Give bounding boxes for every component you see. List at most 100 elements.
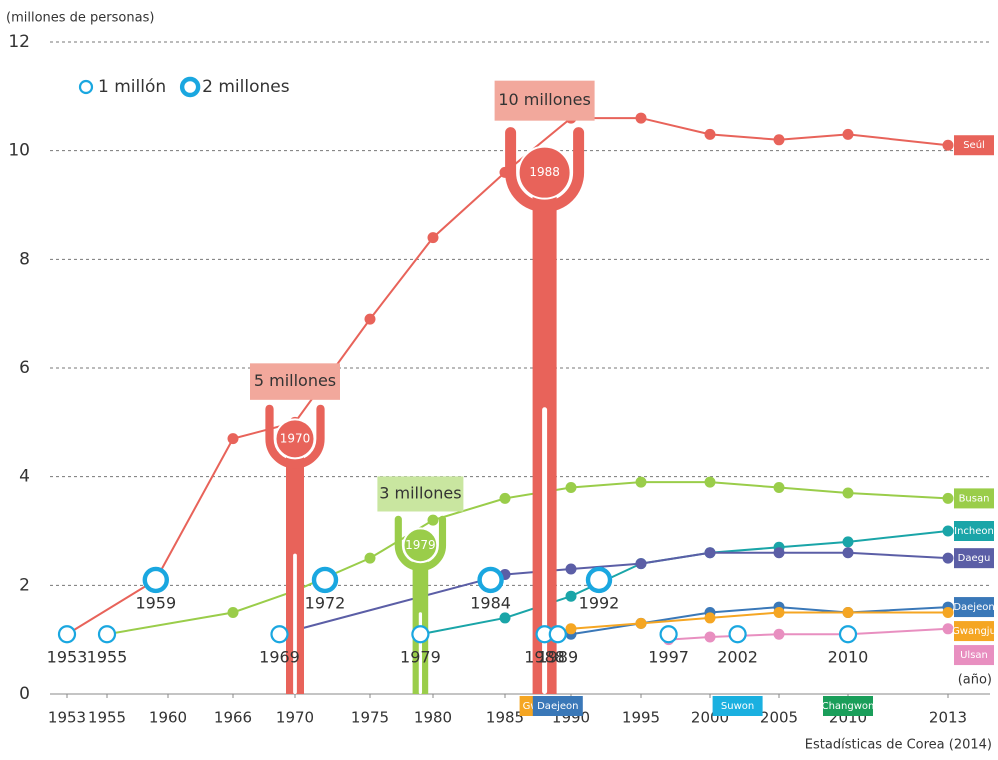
- data-point: [843, 487, 854, 498]
- milestone-marker: [840, 626, 856, 642]
- series-tag: Ulsan: [960, 650, 988, 661]
- milestone-year: 1979: [400, 648, 441, 667]
- data-point: [843, 129, 854, 140]
- figure: 1970 5 millones: [250, 363, 340, 694]
- x-tick-label: 1985: [486, 709, 524, 727]
- data-point: [636, 618, 647, 629]
- chart: (millones de personas) (año) Estadística…: [0, 0, 998, 760]
- y-tick-label: 2: [19, 575, 30, 595]
- legend-marker: [182, 79, 198, 95]
- milestone-marker: [314, 569, 336, 591]
- series-tag: Seúl: [963, 139, 985, 151]
- data-point: [365, 553, 376, 564]
- x-tick-label: 1995: [622, 709, 660, 727]
- milestone-year: 1969: [259, 648, 300, 667]
- milestone-year: 1992: [579, 593, 620, 612]
- x-tick-label: 2005: [760, 709, 798, 727]
- data-point: [774, 607, 785, 618]
- y-tick-label: 10: [8, 141, 30, 161]
- data-point: [705, 612, 716, 623]
- data-point: [943, 526, 954, 537]
- data-point: [500, 493, 511, 504]
- data-point: [774, 629, 785, 640]
- x-tick-label: 1955: [88, 709, 126, 727]
- series-tag: Busan: [959, 493, 990, 504]
- milestone-marker: [145, 569, 167, 591]
- figure-label: 5 millones: [254, 371, 336, 390]
- milestone-year: 2002: [717, 648, 758, 667]
- data-point: [843, 607, 854, 618]
- figure-year: 1988: [529, 165, 560, 179]
- data-point: [943, 607, 954, 618]
- data-point: [228, 433, 239, 444]
- x-tick-label: 2013: [929, 709, 967, 727]
- page: (millones de personas) (año) Estadística…: [0, 0, 998, 760]
- milestone-year: 1989: [537, 648, 578, 667]
- series-line: [67, 118, 948, 634]
- source: Estadísticas de Corea (2014): [805, 738, 992, 753]
- data-point: [636, 113, 647, 124]
- data-point: [228, 607, 239, 618]
- data-point: [566, 564, 577, 575]
- series-tag: Incheon: [954, 526, 994, 537]
- data-point: [365, 314, 376, 325]
- milestone-year: 1984: [470, 593, 511, 612]
- data-point: [428, 232, 439, 243]
- y-tick-label: 0: [19, 684, 30, 704]
- data-point: [636, 477, 647, 488]
- data-point: [428, 515, 439, 526]
- x-axis-label: (año): [958, 673, 992, 688]
- x-tick-label: 1960: [149, 709, 187, 727]
- city-tag: Suwon: [721, 701, 754, 712]
- figure-leg-gap: [293, 554, 297, 694]
- data-point: [705, 631, 716, 642]
- milestone-marker: [661, 626, 677, 642]
- milestone-year: 1953: [47, 648, 88, 667]
- data-point: [774, 547, 785, 558]
- x-tick-label: 1953: [48, 709, 86, 727]
- data-point: [705, 129, 716, 140]
- data-point: [843, 547, 854, 558]
- milestone-marker: [59, 626, 75, 642]
- legend-marker: [80, 81, 92, 93]
- data-point: [774, 482, 785, 493]
- x-tick-label: 1980: [414, 709, 452, 727]
- series-tag: Daegu: [958, 553, 991, 564]
- data-point: [943, 140, 954, 151]
- data-point: [705, 547, 716, 558]
- legend-label: 2 millones: [202, 77, 290, 97]
- milestone-marker: [99, 626, 115, 642]
- milestone-year: 1959: [135, 593, 176, 612]
- data-point: [566, 482, 577, 493]
- y-tick-label: 4: [19, 467, 30, 487]
- figure-year: 1970: [280, 431, 311, 445]
- data-point: [943, 553, 954, 564]
- milestone-year: 1997: [648, 648, 689, 667]
- figure-label: 10 millones: [498, 90, 590, 109]
- data-point: [774, 134, 785, 145]
- y-axis-label: (millones de personas): [6, 11, 154, 26]
- y-tick-label: 12: [8, 32, 30, 52]
- x-tick-label: 1975: [351, 709, 389, 727]
- data-point: [943, 493, 954, 504]
- milestone-marker: [412, 626, 428, 642]
- data-point: [500, 612, 511, 623]
- series-tag: Daejeon: [953, 602, 994, 613]
- x-tick-label: 1966: [214, 709, 252, 727]
- milestone-marker: [480, 569, 502, 591]
- milestone-marker: [730, 626, 746, 642]
- legend-label: 1 millón: [98, 77, 166, 97]
- series-tag: Gwangju: [952, 626, 996, 637]
- data-point: [843, 536, 854, 547]
- milestone-year: 1955: [87, 648, 128, 667]
- x-tick-label: 1970: [276, 709, 314, 727]
- milestone-marker: [588, 569, 610, 591]
- city-tag: Changwon: [822, 701, 875, 712]
- milestone-marker: [550, 626, 566, 642]
- y-tick-label: 6: [19, 358, 30, 378]
- milestone-marker: [272, 626, 288, 642]
- data-point: [566, 591, 577, 602]
- figure-label: 3 millones: [379, 483, 461, 502]
- data-point: [566, 623, 577, 634]
- figure-year: 1979: [405, 538, 436, 552]
